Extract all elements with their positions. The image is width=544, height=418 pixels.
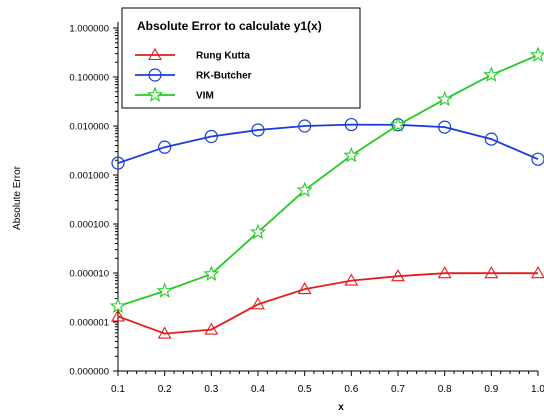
series-vim — [109, 46, 544, 314]
data-point-vim — [249, 223, 267, 240]
legend-entry-rk-butcher: RK-Butcher — [135, 68, 252, 82]
legend-box — [121, 7, 361, 109]
chart-title: Absolute Error to calculate y1(x) — [137, 19, 322, 33]
x-tick-label: 0.2 — [158, 384, 172, 395]
legend: Absolute Error to calculate y1(x) Rung K… — [121, 7, 361, 109]
series-line-vim — [117, 54, 539, 308]
series-layer — [109, 46, 544, 339]
data-point-rung-kutta — [391, 269, 405, 282]
x-tick-label: 0.1 — [111, 384, 125, 395]
data-point-rk-butcher — [344, 117, 358, 132]
data-point-rk-butcher — [111, 156, 125, 170]
data-point-vim — [343, 146, 360, 163]
axes: 0.000000 0.000001 0.000010 0.000100 0.001000… — [69, 22, 544, 395]
data-point-rung-kutta — [157, 326, 172, 339]
legend-label-rk-butcher: RK-Butcher — [196, 71, 252, 82]
y-tick-label: 1.000000 — [69, 24, 109, 35]
data-point-rk-butcher — [484, 132, 498, 146]
data-point-vim — [483, 66, 500, 82]
data-point-rung-kutta — [484, 266, 499, 279]
y-tick-label: 0.000000 — [69, 367, 109, 378]
data-point-rung-kutta — [251, 297, 265, 310]
y-tick-label: 0.000001 — [69, 318, 109, 329]
data-point-rung-kutta — [344, 273, 359, 286]
x-tick-label: 1.0 — [531, 384, 544, 395]
data-point-rk-butcher — [158, 140, 172, 154]
data-point-vim — [529, 46, 544, 62]
series-line-rk-butcher — [117, 123, 539, 164]
data-point-rk-butcher — [251, 123, 265, 137]
x-tick-label: 0.7 — [391, 384, 405, 395]
data-point-rung-kutta — [437, 266, 452, 279]
data-point-rung-kutta — [111, 309, 125, 322]
series-line-rung-kutta — [117, 272, 538, 335]
data-point-vim — [389, 116, 407, 132]
y-tick-label: 0.000100 — [69, 220, 109, 231]
data-point-rk-butcher — [298, 119, 312, 133]
data-point-vim — [156, 282, 173, 298]
data-point-vim — [203, 265, 220, 281]
legend-marker-rk-butcher — [148, 68, 162, 82]
y-tick-label: 0.001000 — [69, 171, 109, 182]
data-point-vim — [296, 181, 313, 198]
data-point-rung-kutta — [531, 266, 544, 279]
x-tick-label: 0.8 — [438, 384, 452, 395]
y-tick-label: 0.100000 — [69, 73, 109, 84]
data-point-rung-kutta — [297, 281, 312, 295]
x-tick-label: 0.9 — [484, 384, 498, 395]
x-tick-label: 0.5 — [298, 384, 312, 395]
data-point-vim — [109, 297, 127, 314]
legend-marker-vim — [146, 86, 164, 102]
x-axis-label: x — [338, 402, 344, 413]
legend-marker-rung-kutta — [148, 47, 162, 61]
data-point-rk-butcher — [438, 120, 452, 134]
data-point-rung-kutta — [204, 322, 219, 335]
data-point-rk-butcher — [531, 152, 544, 166]
x-tick-label: 0.4 — [251, 384, 265, 395]
series-rung-kutta — [111, 266, 544, 339]
series-rk-butcher — [111, 117, 544, 170]
x-tick-label: 0.6 — [344, 384, 358, 395]
y-axis-label: Absolute Error — [12, 165, 23, 230]
legend-label-rung-kutta: Rung Kutta — [196, 51, 250, 62]
y-tick-label: 0.000010 — [69, 269, 109, 280]
x-tick-label: 0.3 — [204, 384, 218, 395]
legend-label-vim: VIM — [196, 91, 214, 102]
data-point-vim — [436, 90, 453, 107]
legend-entry-rung-kutta: Rung Kutta — [135, 47, 250, 62]
y-tick-label: 0.010000 — [69, 122, 109, 133]
data-point-rk-butcher — [204, 129, 218, 144]
legend-entry-vim: VIM — [135, 86, 214, 102]
